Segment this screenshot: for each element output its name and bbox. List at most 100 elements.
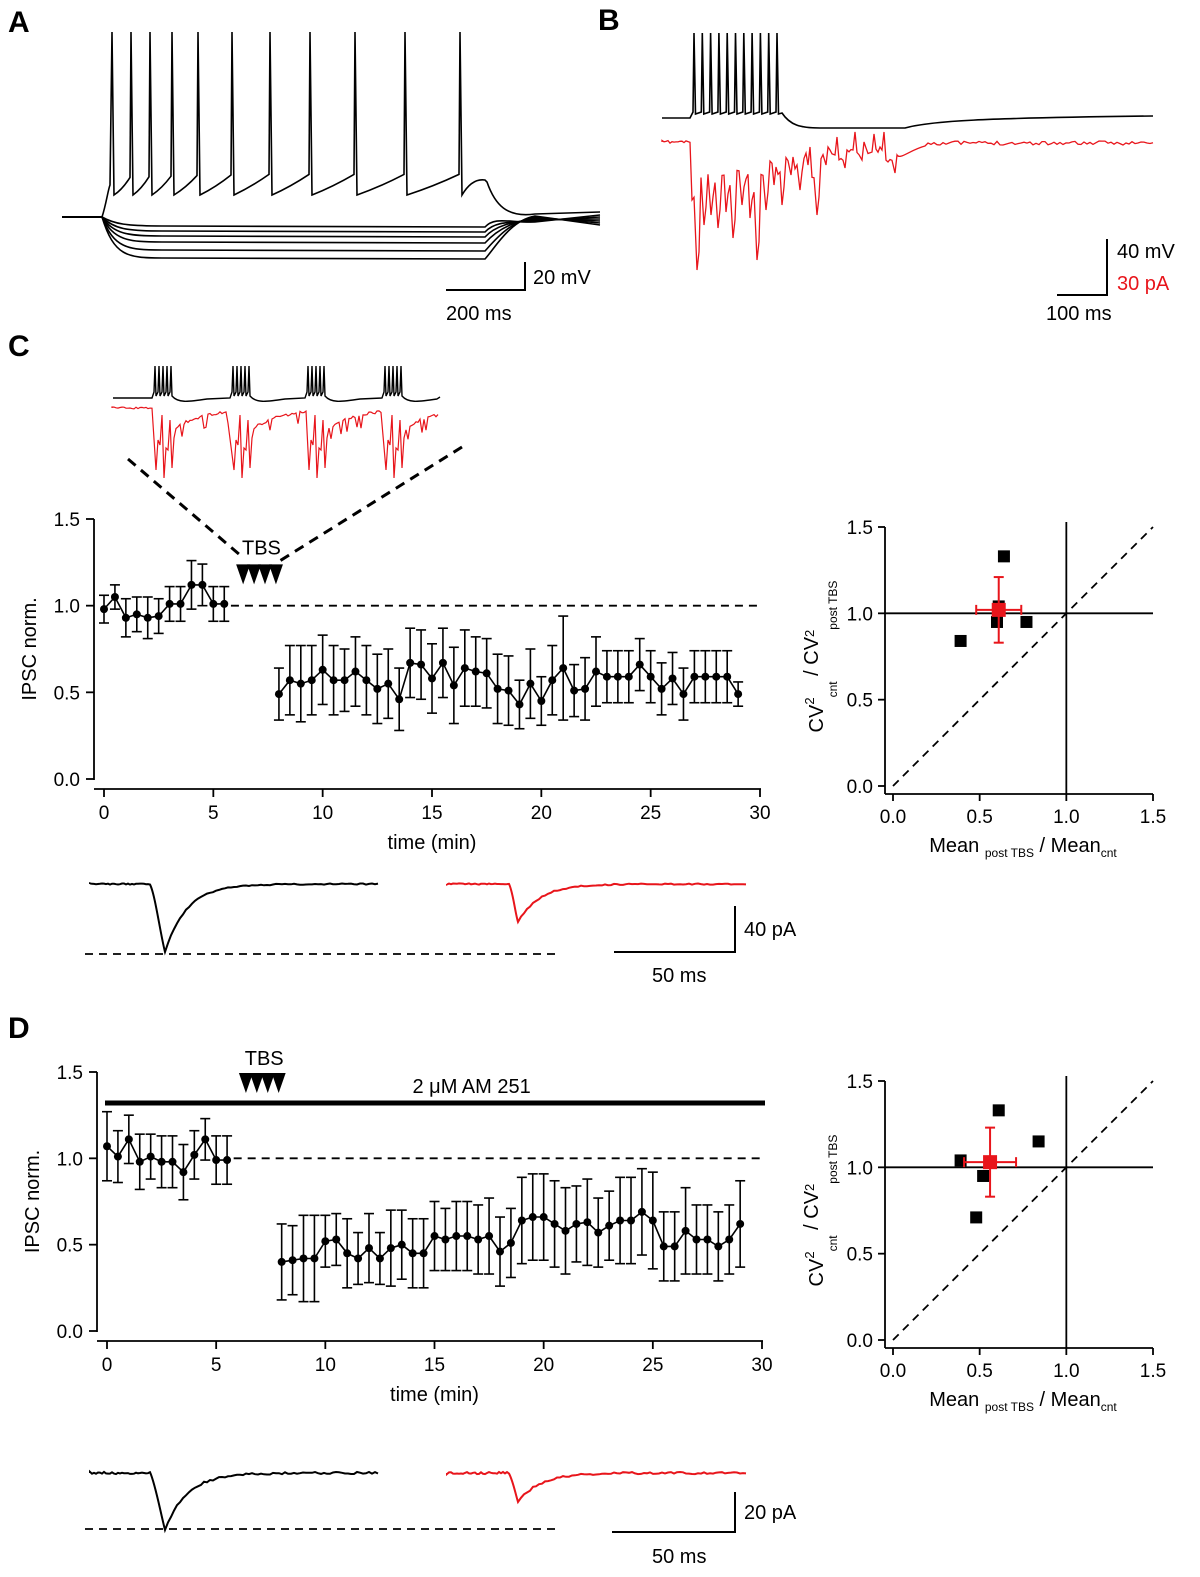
data-point <box>438 658 447 667</box>
cv-y-tick-label: 0.0 <box>847 777 873 798</box>
cv-y-label-part: post TBS <box>826 1135 840 1184</box>
panel-b-scale-h: 100 ms <box>1046 303 1112 325</box>
cv-cell-point <box>954 634 967 647</box>
panel-a-scale-h: 200 ms <box>446 303 512 325</box>
panel-d-trace-scale-v: 20 pA <box>744 1502 797 1524</box>
tbs-arrowhead <box>236 564 251 585</box>
data-point <box>441 1235 450 1244</box>
cv-y-label-part: / CV <box>801 636 823 681</box>
y-tick-label: 0.0 <box>57 1322 83 1343</box>
data-point <box>406 658 415 667</box>
cv-x-label-part: post TBS <box>985 1400 1034 1414</box>
panel-c-letter: C <box>8 330 30 363</box>
y-tick-label: 1.5 <box>54 510 80 531</box>
data-point <box>550 1219 559 1228</box>
data-point <box>124 1135 133 1144</box>
spiking-trace <box>62 31 601 218</box>
tbs-burst-trace <box>113 365 441 402</box>
data-point <box>428 674 436 683</box>
panel-c-trace-scale-v: 40 pA <box>744 919 797 941</box>
series-line-pre <box>106 1137 228 1174</box>
data-point <box>701 672 710 681</box>
y-tick-label: 0.5 <box>57 1236 83 1257</box>
data-point <box>463 1232 472 1241</box>
cv-y-label-part: 2 <box>802 1184 817 1191</box>
cv-x-axis-label: Mean post TBS / Meancnt <box>929 1389 1117 1414</box>
data-point <box>285 676 294 685</box>
data-point <box>419 1249 428 1258</box>
cv-x-label-part: / Mean <box>1034 835 1101 857</box>
data-point <box>165 599 174 608</box>
data-point <box>537 697 546 705</box>
data-point <box>690 672 699 681</box>
data-point <box>179 1168 188 1177</box>
tbs-label: TBS <box>242 537 281 559</box>
cv-y-label-part: post TBS <box>826 581 840 630</box>
data-point <box>504 686 513 695</box>
data-point <box>103 1142 111 1151</box>
data-point <box>386 1244 395 1253</box>
cv-y-label-part: 2 <box>802 1251 817 1258</box>
cv-y-label-part: / CV <box>801 1190 823 1235</box>
data-point <box>659 1242 668 1251</box>
data-point <box>332 1235 341 1244</box>
drug-label: 2 μM AM 251 <box>412 1076 530 1098</box>
cv-y-label-part: 2 <box>802 697 817 704</box>
series-line-pre <box>103 584 225 619</box>
x-tick-label: 20 <box>531 803 552 824</box>
x-tick-label: 20 <box>533 1355 554 1376</box>
tbs-ipsc-trace <box>111 406 439 479</box>
data-point <box>493 684 502 693</box>
tbs-arrowhead <box>238 1073 253 1093</box>
panel-d-trace-scale-h: 50 ms <box>652 1546 706 1568</box>
cv-x-label-part: Mean <box>929 1389 985 1411</box>
data-point <box>635 660 644 669</box>
data-point <box>592 667 600 676</box>
cv-mean-point <box>991 602 1006 617</box>
data-point <box>725 1235 734 1244</box>
data-point <box>168 1157 177 1166</box>
data-point <box>307 676 316 685</box>
x-tick-label: 25 <box>642 1355 663 1376</box>
cv-y-tick-label: 1.0 <box>847 1158 873 1179</box>
data-point <box>712 672 721 681</box>
data-point <box>539 1213 548 1222</box>
panel-a-scalebar: 20 mV 200 ms <box>446 262 591 325</box>
panel-c-trace-scale-h: 50 ms <box>652 965 706 987</box>
panel-c-example-traces <box>85 882 747 956</box>
data-point <box>110 593 119 601</box>
data-point <box>417 660 426 669</box>
data-point <box>384 679 393 688</box>
cv-cell-point <box>991 615 1003 628</box>
data-point <box>692 1235 701 1244</box>
data-point <box>449 681 458 690</box>
x-tick-label: 0 <box>99 803 110 824</box>
data-point <box>187 580 196 589</box>
data-point <box>154 612 163 621</box>
cv-y-tick-label: 1.5 <box>847 1072 873 1093</box>
cv-mean-point <box>983 1155 998 1170</box>
panel-b-scale-v-red: 30 pA <box>1117 273 1170 295</box>
data-point <box>646 672 655 681</box>
y-axis-label: IPSC norm. <box>19 597 41 700</box>
data-point <box>627 1216 635 1225</box>
burst-trace <box>662 32 1154 129</box>
cv-x-label-part: cnt <box>1101 846 1118 860</box>
data-point <box>351 667 360 676</box>
data-point <box>190 1150 199 1159</box>
data-point <box>132 610 141 619</box>
cv-y-tick-label: 0.0 <box>847 1331 873 1352</box>
y-tick-label: 1.0 <box>54 597 80 618</box>
data-point <box>471 667 480 676</box>
data-point <box>176 599 185 608</box>
data-point <box>209 599 218 608</box>
data-point <box>528 1213 537 1222</box>
data-point <box>668 674 677 683</box>
cv-cell-point <box>1020 615 1033 628</box>
post-tbs-ipsc-trace <box>446 1470 747 1505</box>
x-axis-label: time (min) <box>388 832 477 854</box>
tbs-arrowhead <box>260 1073 275 1093</box>
cv-identity-dashed-line <box>892 1080 1154 1341</box>
data-point <box>583 1218 592 1227</box>
data-point <box>373 684 382 693</box>
